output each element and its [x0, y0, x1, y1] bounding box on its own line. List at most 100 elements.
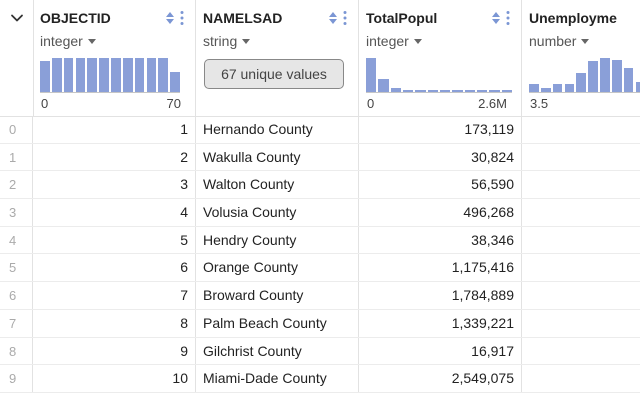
- cell-objectid[interactable]: 8: [33, 309, 196, 337]
- cell-namelsad[interactable]: Broward County: [196, 282, 359, 309]
- histogram-bar: [87, 58, 98, 92]
- cell-objectid[interactable]: 2: [33, 143, 196, 171]
- cell-unemployme[interactable]: [522, 282, 640, 309]
- cell-unemployme[interactable]: [522, 116, 640, 143]
- table-row[interactable]: 0 1 Hernando County 173,119: [0, 116, 640, 144]
- column-name: OBJECTID: [40, 10, 111, 26]
- cell-objectid[interactable]: 10: [33, 365, 196, 392]
- cell-unemployme[interactable]: [522, 254, 640, 281]
- caret-down-icon: [242, 38, 251, 44]
- histogram-bar: [146, 58, 157, 92]
- histogram-bar: [366, 58, 377, 92]
- caret-down-icon: [87, 38, 96, 44]
- cell-totalpopul[interactable]: 30,824: [359, 143, 522, 171]
- cell-objectid[interactable]: 1: [33, 116, 196, 143]
- cell-unemployme[interactable]: [522, 310, 640, 337]
- cell-namelsad[interactable]: Orange County: [196, 254, 359, 282]
- cell-totalpopul[interactable]: 1,784,889: [359, 282, 522, 309]
- cell-namelsad[interactable]: Hernando County: [196, 116, 359, 143]
- histogram-max-label: 70: [166, 96, 181, 111]
- table-row[interactable]: 9 10 Miami-Dade County 2,549,075: [0, 365, 640, 393]
- column-histogram: [366, 58, 512, 93]
- histogram-min-label: 3.5: [530, 96, 549, 111]
- row-index: 0: [0, 116, 33, 143]
- unique-values-badge[interactable]: 67 unique values: [204, 59, 344, 89]
- cell-namelsad[interactable]: Walton County: [196, 171, 359, 199]
- row-index: 3: [0, 199, 33, 226]
- cell-totalpopul[interactable]: 56,590: [359, 171, 522, 199]
- column-type-dropdown[interactable]: string: [203, 33, 251, 49]
- histogram-bar: [99, 58, 109, 92]
- histogram-bar: [552, 83, 563, 92]
- column-type-dropdown[interactable]: integer: [366, 33, 422, 49]
- cell-unemployme[interactable]: [522, 171, 640, 198]
- column-type-label: number: [529, 33, 577, 49]
- table-row[interactable]: 1 2 Wakulla County 30,824: [0, 143, 640, 172]
- histogram-bar: [564, 83, 575, 92]
- row-index: 6: [0, 282, 33, 309]
- kebab-menu-icon[interactable]: [505, 10, 511, 26]
- cell-namelsad[interactable]: Miami-Dade County: [196, 365, 359, 392]
- column-type-label: integer: [366, 33, 409, 49]
- cell-objectid[interactable]: 6: [33, 254, 196, 282]
- cell-totalpopul[interactable]: 496,268: [359, 199, 522, 226]
- cell-namelsad[interactable]: Wakulla County: [196, 143, 359, 171]
- histogram-bar: [529, 83, 539, 92]
- column-header-totalpopul[interactable]: TotalPopul integer 0 2.6M: [359, 0, 522, 116]
- histogram-bar: [623, 68, 634, 92]
- cell-totalpopul[interactable]: 1,339,221: [359, 309, 522, 337]
- histogram-bar: [170, 71, 180, 92]
- caret-down-icon: [413, 38, 422, 44]
- cell-objectid[interactable]: 9: [33, 337, 196, 365]
- cell-namelsad[interactable]: Hendry County: [196, 226, 359, 254]
- row-index: 9: [0, 365, 33, 392]
- cell-objectid[interactable]: 5: [33, 226, 196, 254]
- histogram-bar: [440, 90, 451, 92]
- cell-unemployme[interactable]: [522, 338, 640, 365]
- sort-icon[interactable]: [328, 11, 338, 25]
- column-header-objectid[interactable]: OBJECTID integer 0 70: [33, 0, 196, 116]
- histogram-bar: [378, 79, 389, 92]
- cell-totalpopul[interactable]: 2,549,075: [359, 365, 522, 392]
- histogram-bar: [40, 60, 50, 92]
- table-row[interactable]: 7 8 Palm Beach County 1,339,221: [0, 309, 640, 338]
- chevron-down-icon[interactable]: [10, 11, 24, 25]
- cell-totalpopul[interactable]: 16,917: [359, 337, 522, 365]
- histogram-bar: [477, 90, 488, 92]
- cell-namelsad[interactable]: Palm Beach County: [196, 309, 359, 337]
- cell-objectid[interactable]: 4: [33, 199, 196, 226]
- cell-totalpopul[interactable]: 1,175,416: [359, 254, 522, 282]
- cell-objectid[interactable]: 7: [33, 282, 196, 309]
- column-type-label: integer: [40, 33, 83, 49]
- histogram-bar: [427, 90, 438, 92]
- histogram-bar: [635, 81, 640, 92]
- table-row[interactable]: 4 5 Hendry County 38,346: [0, 226, 640, 255]
- cell-unemployme[interactable]: [522, 199, 640, 226]
- cell-totalpopul[interactable]: 38,346: [359, 226, 522, 254]
- cell-unemployme[interactable]: [522, 144, 640, 171]
- header-corner: [0, 0, 34, 116]
- cell-namelsad[interactable]: Volusia County: [196, 199, 359, 226]
- column-header-namelsad[interactable]: NAMELSAD string 67 unique values: [196, 0, 359, 116]
- table-row[interactable]: 2 3 Walton County 56,590: [0, 171, 640, 200]
- table-row[interactable]: 5 6 Orange County 1,175,416: [0, 254, 640, 283]
- table-row[interactable]: 6 7 Broward County 1,784,889: [0, 282, 640, 310]
- row-index: 8: [0, 337, 33, 365]
- cell-unemployme[interactable]: [522, 227, 640, 254]
- table-row[interactable]: 8 9 Gilchrist County 16,917: [0, 337, 640, 366]
- cell-totalpopul[interactable]: 173,119: [359, 116, 522, 143]
- table-row[interactable]: 3 4 Volusia County 496,268: [0, 199, 640, 227]
- sort-icon[interactable]: [165, 11, 175, 25]
- kebab-menu-icon[interactable]: [179, 10, 185, 26]
- cell-namelsad[interactable]: Gilchrist County: [196, 337, 359, 365]
- column-type-dropdown[interactable]: number: [529, 33, 590, 49]
- column-header-unemployme[interactable]: Unemployme number 3.5: [522, 0, 640, 116]
- column-type-dropdown[interactable]: integer: [40, 33, 96, 49]
- sort-icon[interactable]: [491, 11, 501, 25]
- histogram-bar: [390, 87, 401, 92]
- cell-objectid[interactable]: 3: [33, 171, 196, 199]
- cell-unemployme[interactable]: [522, 365, 640, 392]
- kebab-menu-icon[interactable]: [342, 10, 348, 26]
- histogram-bar: [611, 59, 622, 92]
